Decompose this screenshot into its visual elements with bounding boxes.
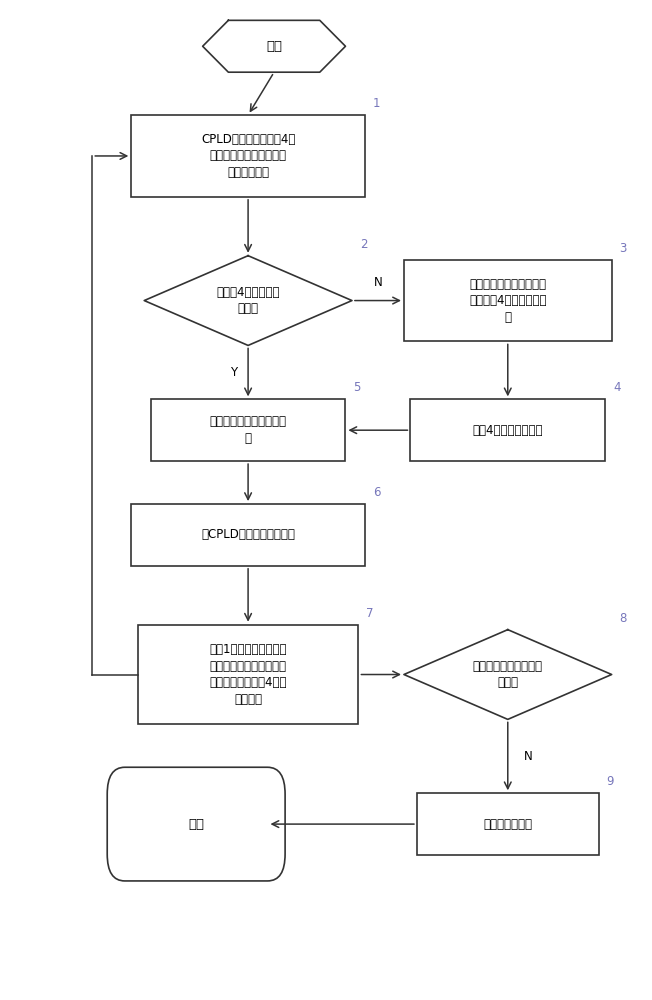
Text: N: N	[524, 750, 533, 763]
Text: Y: Y	[230, 366, 237, 379]
Text: N: N	[374, 276, 382, 289]
Polygon shape	[203, 20, 346, 72]
Text: 结束: 结束	[188, 818, 204, 831]
Text: 得到目前板卡累计上电时
间: 得到目前板卡累计上电时 间	[209, 415, 287, 445]
Text: 6: 6	[373, 486, 380, 499]
Text: 开始: 开始	[266, 40, 282, 53]
Text: 分析4个时间值的情况: 分析4个时间值的情况	[473, 424, 543, 437]
Bar	[404, 260, 612, 341]
Text: 4: 4	[613, 381, 621, 394]
Text: 3: 3	[619, 242, 627, 255]
Text: 更新累计工作时间时系统
断电造成4个值不完全一
样: 更新累计工作时间时系统 断电造成4个值不完全一 样	[469, 278, 546, 324]
Text: 每到1分钟，将累计工作
时间更新并将更新值重复
写入到存储介质的4块存
储空间中: 每到1分钟，将累计工作 时间更新并将更新值重复 写入到存储介质的4块存 储空间中	[209, 643, 287, 706]
FancyBboxPatch shape	[107, 767, 285, 881]
Text: 5: 5	[353, 381, 361, 394]
Text: 7: 7	[366, 607, 374, 620]
Polygon shape	[404, 630, 612, 719]
Bar	[417, 793, 599, 855]
Text: 8: 8	[619, 612, 627, 625]
Text: 同一片存储空间的值是
否更新: 同一片存储空间的值是 否更新	[473, 660, 542, 689]
Bar	[131, 504, 365, 566]
Text: 2: 2	[360, 238, 367, 251]
Bar	[138, 625, 359, 724]
Text: CPLD读取存储介质上4块
存储空间里所存储的板卡
累计上电时间: CPLD读取存储介质上4块 存储空间里所存储的板卡 累计上电时间	[201, 133, 295, 179]
Text: 9: 9	[606, 775, 614, 788]
Bar	[410, 399, 605, 461]
Bar	[131, 115, 365, 197]
Bar	[151, 399, 346, 461]
Text: 1: 1	[373, 97, 380, 110]
Text: 出现坏块并报警: 出现坏块并报警	[483, 818, 532, 831]
Text: 读取的4个时间值是
否相同: 读取的4个时间值是 否相同	[216, 286, 280, 315]
Polygon shape	[144, 256, 352, 345]
Text: 在CPLD中完成计时器模块: 在CPLD中完成计时器模块	[201, 528, 295, 541]
